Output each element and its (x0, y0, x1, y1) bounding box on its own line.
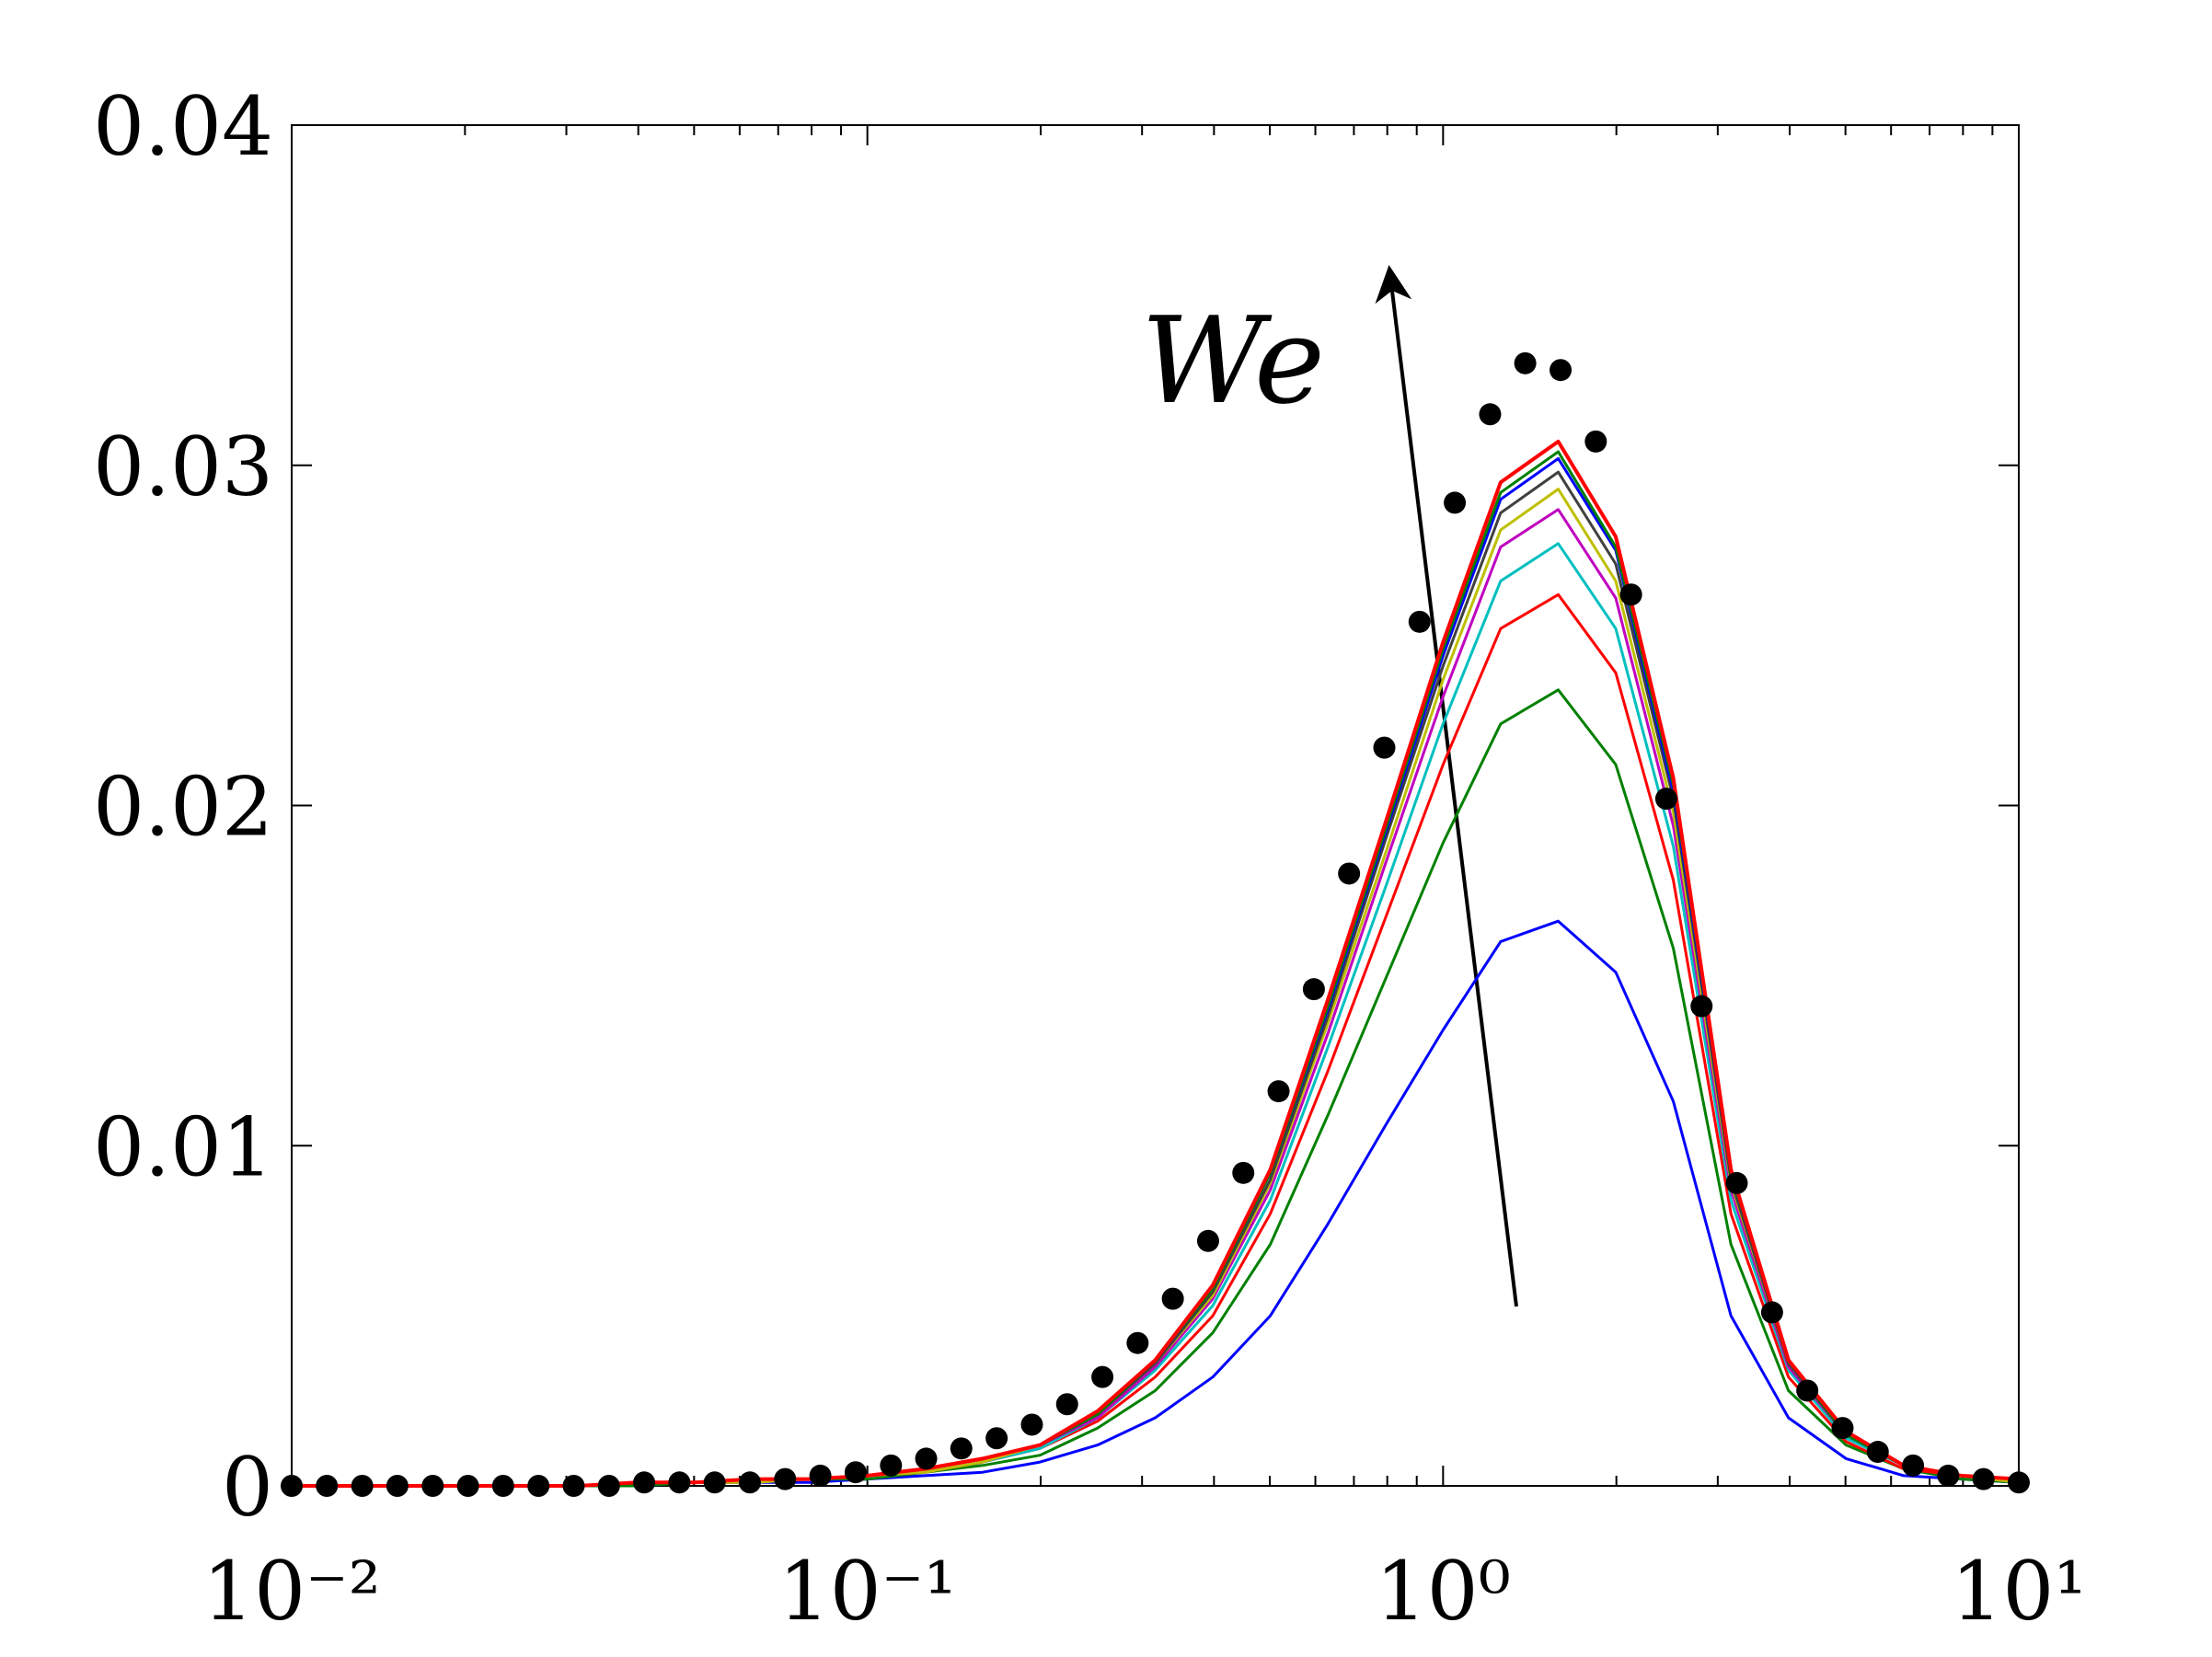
data-point (1725, 1171, 1748, 1194)
data-point (1796, 1379, 1819, 1402)
data-point (1091, 1365, 1114, 1388)
data-point (1408, 610, 1431, 633)
y-tick-label: 0.01 (93, 1099, 273, 1194)
data-point (281, 1475, 303, 1497)
data-point (1866, 1441, 1889, 1464)
data-point (1514, 351, 1537, 374)
data-point (1232, 1161, 1255, 1184)
data-point (1055, 1393, 1078, 1416)
data-point (633, 1471, 656, 1494)
data-point (1937, 1464, 1960, 1487)
data-point (1902, 1454, 1925, 1477)
data-point (597, 1475, 620, 1497)
x-tick-label: 10⁻² (202, 1544, 381, 1639)
data-point (421, 1475, 444, 1497)
data-point (527, 1475, 550, 1497)
x-tick-label: 10¹ (1951, 1544, 2086, 1639)
data-point (1654, 788, 1677, 811)
data-point (1302, 978, 1325, 1001)
data-point (1690, 995, 1713, 1018)
data-point (1479, 403, 1502, 426)
data-point (950, 1437, 973, 1460)
data-point (316, 1475, 339, 1497)
data-point (351, 1475, 374, 1497)
data-point (1972, 1467, 1995, 1490)
series-line (292, 508, 2020, 1488)
y-tick-label: 0 (222, 1440, 273, 1535)
data-point (491, 1475, 514, 1497)
data-point (985, 1427, 1008, 1450)
data-point (703, 1471, 726, 1494)
data-point (1267, 1080, 1290, 1103)
x-tick-label: 10⁻¹ (778, 1544, 957, 1639)
data-point (844, 1461, 867, 1484)
data-point (1373, 736, 1396, 759)
data-point (1619, 583, 1642, 606)
series-line (292, 593, 2020, 1488)
data-point (1831, 1417, 1854, 1440)
annotation-arrow (1375, 265, 1518, 1307)
data-point (2008, 1471, 2030, 1494)
data-point (880, 1454, 903, 1477)
data-point (1338, 862, 1361, 885)
data-point (1584, 430, 1607, 453)
data-point (562, 1475, 585, 1497)
data-point (738, 1471, 761, 1494)
data-point (1550, 359, 1573, 382)
series-line (292, 450, 2020, 1488)
data-point (1126, 1331, 1149, 1354)
series-line (292, 456, 2020, 1488)
y-tick-label: 0.03 (93, 420, 273, 514)
data-point (1161, 1287, 1184, 1310)
series-line (292, 470, 2020, 1488)
data-point (774, 1467, 797, 1490)
series-line (292, 542, 2020, 1488)
data-point (1196, 1229, 1219, 1252)
data-point (456, 1475, 479, 1497)
series-line (292, 488, 2020, 1488)
x-tick-label: 10⁰ (1376, 1544, 1511, 1639)
data-point (1020, 1413, 1043, 1436)
data-point (386, 1475, 409, 1497)
data-point (809, 1464, 832, 1487)
series-line (292, 919, 2020, 1488)
data-point (1444, 491, 1467, 514)
data-point (1760, 1301, 1783, 1324)
annotation: We (1141, 291, 1325, 431)
y-tick-label: 0.04 (93, 79, 273, 174)
y-tick-label: 0.02 (93, 760, 273, 855)
series-line (292, 439, 2020, 1488)
data-point (668, 1471, 691, 1494)
data-point (915, 1447, 938, 1470)
